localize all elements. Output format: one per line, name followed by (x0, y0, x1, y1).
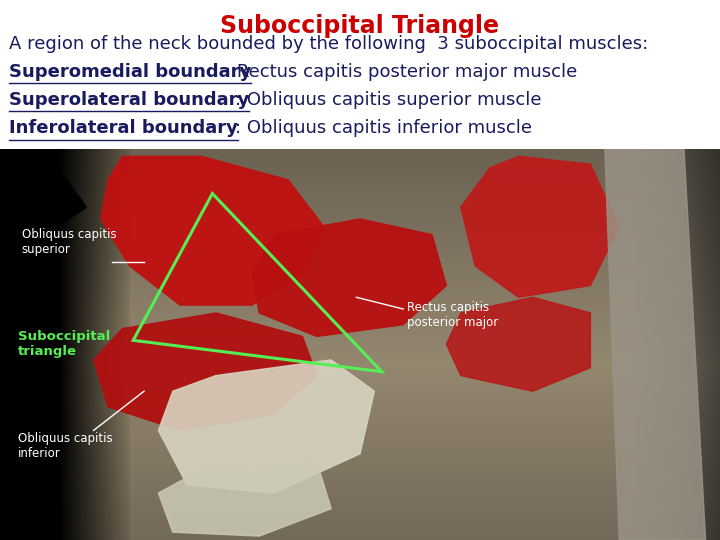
Polygon shape (0, 148, 86, 266)
Polygon shape (461, 157, 619, 297)
Text: : Obliquus capitis inferior muscle: : Obliquus capitis inferior muscle (235, 119, 532, 137)
Polygon shape (158, 462, 331, 536)
Text: Superomedial boundary: Superomedial boundary (9, 63, 251, 81)
Text: : Obliquus capitis superior muscle: : Obliquus capitis superior muscle (235, 91, 541, 109)
Polygon shape (101, 157, 324, 305)
Polygon shape (0, 148, 58, 540)
Text: Superolateral boundary: Superolateral boundary (9, 91, 249, 109)
Text: Obliquus capitis
superior: Obliquus capitis superior (22, 228, 116, 256)
Text: Suboccipital
triangle: Suboccipital triangle (18, 330, 110, 358)
Polygon shape (158, 360, 374, 493)
Text: Rectus capitis
posterior major: Rectus capitis posterior major (407, 301, 498, 329)
Text: : Rectus capitis posterior major muscle: : Rectus capitis posterior major muscle (225, 63, 577, 81)
Polygon shape (605, 148, 706, 540)
Text: Obliquus capitis
inferior: Obliquus capitis inferior (18, 432, 112, 460)
Text: Suboccipital Triangle: Suboccipital Triangle (220, 14, 500, 37)
Polygon shape (94, 313, 317, 430)
Polygon shape (252, 219, 446, 336)
Text: A region of the neck bounded by the following  3 suboccipital muscles:: A region of the neck bounded by the foll… (9, 35, 648, 53)
Polygon shape (446, 297, 590, 391)
Text: Inferolateral boundary: Inferolateral boundary (9, 119, 238, 137)
